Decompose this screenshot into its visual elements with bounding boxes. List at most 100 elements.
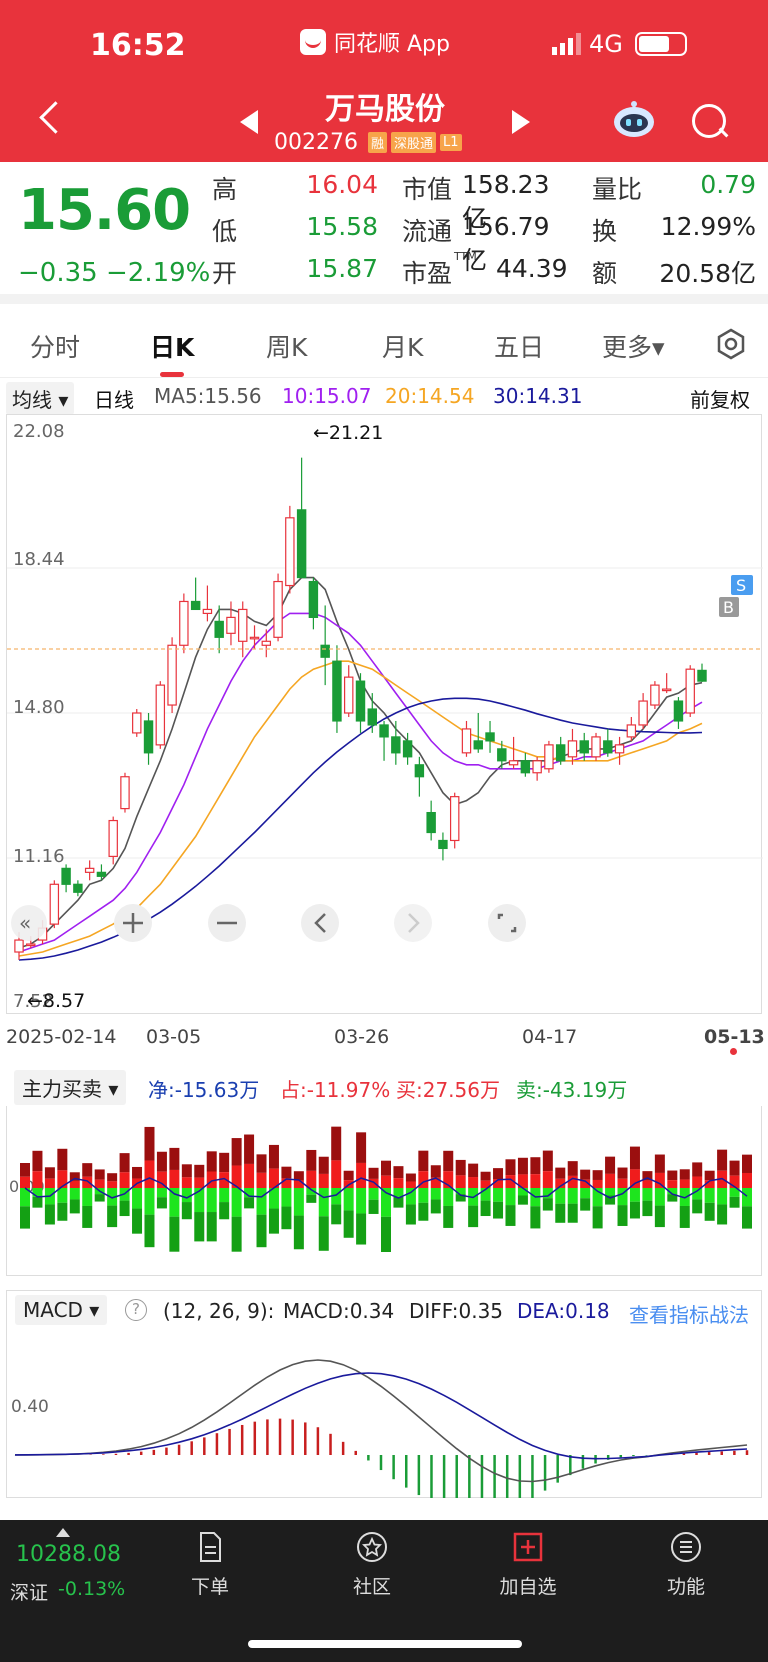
flow-sell (20, 1188, 30, 1207)
flow-buy (617, 1178, 628, 1188)
flow-bar (493, 1168, 504, 1219)
community-button[interactable]: 社区 (322, 1530, 422, 1620)
flow-big-sell (318, 1216, 329, 1251)
flow-sell (654, 1188, 665, 1206)
flow-bar (119, 1153, 130, 1217)
flow-big-sell (132, 1208, 143, 1234)
candle-body (449, 796, 460, 842)
flow-sell (268, 1188, 279, 1209)
prev-stock-button[interactable] (240, 110, 258, 134)
flow-buy (405, 1181, 416, 1188)
candle-body (61, 867, 71, 885)
help-icon[interactable]: ? (125, 1299, 147, 1321)
order-button[interactable]: 下单 (160, 1530, 260, 1620)
flow-big-sell (32, 1196, 43, 1208)
home-indicator (248, 1640, 522, 1648)
tab-more[interactable]: 更多▾ (602, 333, 665, 362)
flow-big-buy (356, 1132, 367, 1163)
flow-big-buy (57, 1148, 68, 1171)
tab-weekly-k[interactable]: 周K (266, 333, 308, 362)
flow-big-buy (405, 1173, 416, 1182)
indicator-strategy-link[interactable]: 查看指标战法 (629, 1303, 749, 1327)
flow-sell (617, 1188, 628, 1206)
candle (214, 605, 224, 654)
scroll-right-button[interactable] (394, 904, 432, 942)
robot-assistant-icon[interactable] (612, 100, 656, 140)
diff-value: DIFF:0.35 (409, 1299, 504, 1323)
flow-big-buy (717, 1149, 728, 1171)
candle (414, 756, 425, 797)
flow-big-buy (629, 1146, 640, 1170)
flow-sell (405, 1188, 416, 1205)
add-watchlist-button[interactable]: 加自选 (478, 1530, 578, 1620)
flow-big-sell (144, 1214, 155, 1248)
flow-big-sell (331, 1204, 342, 1225)
candle-body (96, 871, 107, 877)
flow-big-buy (555, 1167, 566, 1179)
candle (355, 673, 366, 733)
tab-intraday[interactable]: 分时 (30, 333, 81, 362)
tab-five-day[interactable]: 五日 (494, 333, 545, 362)
flow-bar (156, 1151, 167, 1209)
period-tabs: 分时 日K 周K 月K 五日 更多▾ (0, 306, 768, 378)
dea-value: DEA:0.18 (517, 1299, 610, 1323)
mcap-label: 市值 (402, 175, 453, 204)
zoom-out-button[interactable] (208, 904, 246, 942)
candle (285, 505, 295, 594)
back-button[interactable] (34, 100, 64, 136)
flow-bar (443, 1150, 454, 1228)
tab-monthly-k[interactable]: 月K (382, 333, 424, 362)
tag-level: L1 (440, 134, 462, 151)
macd-selector[interactable]: MACD ▾ (15, 1295, 108, 1325)
zoom-in-button[interactable] (114, 904, 152, 942)
flow-big-sell (605, 1195, 616, 1205)
candle (650, 681, 660, 710)
search-button[interactable] (690, 102, 730, 142)
candle-body (238, 608, 248, 642)
flow-bar (505, 1159, 516, 1226)
flow-buy (580, 1179, 591, 1188)
indicator-selector[interactable]: 均线 ▾ (6, 382, 75, 415)
flow-buy (368, 1178, 379, 1188)
candle (685, 665, 695, 717)
fullscreen-button[interactable] (488, 904, 526, 942)
candle-body (379, 724, 389, 738)
flow-buy (530, 1174, 541, 1188)
flow-sell (343, 1188, 354, 1211)
flow-bar (455, 1159, 466, 1202)
flow-bar (480, 1171, 491, 1217)
tab-daily-k[interactable]: 日K (150, 333, 195, 362)
flow-buy (244, 1163, 255, 1188)
flow-buy (567, 1175, 578, 1188)
flow-big-buy (206, 1151, 217, 1172)
kline-chart[interactable]: 22.08 18.44 14.80 11.16 7.52 ←21.21 ←8.5… (6, 414, 763, 1014)
flow-buy (318, 1173, 329, 1188)
flow-share: 占:-11.97% (280, 1078, 391, 1102)
functions-button[interactable]: 功能 (636, 1530, 736, 1620)
sell-marker: S (731, 575, 753, 595)
status-app: 同花顺 App (300, 26, 450, 58)
candle (344, 665, 354, 717)
index-value[interactable]: 10288.08 (16, 1542, 121, 1567)
amount-value: 20.58亿 (659, 259, 756, 288)
add-plus-icon (513, 1532, 543, 1562)
flow-big-sell (119, 1200, 130, 1217)
date-label-2: 03-05 (146, 1026, 202, 1048)
flow-buy (268, 1168, 279, 1188)
battery-icon (634, 32, 687, 56)
candle-body (202, 608, 213, 615)
flow-big-sell (393, 1196, 404, 1208)
next-stock-button[interactable] (512, 110, 530, 134)
flow-indicator-selector[interactable]: 主力买卖 ▾ (14, 1070, 127, 1105)
chart-settings-icon[interactable] (715, 328, 747, 360)
flow-big-sell (542, 1198, 553, 1211)
flow-bar (654, 1154, 665, 1228)
flow-sell (156, 1188, 167, 1198)
candle-body (249, 636, 260, 640)
flow-buy (194, 1177, 205, 1188)
collapse-button[interactable]: « (11, 905, 47, 941)
flow-big-buy (418, 1150, 429, 1172)
adjust-mode-button[interactable]: 前复权 (690, 388, 750, 412)
flow-bar (605, 1156, 616, 1205)
scroll-left-button[interactable] (301, 904, 339, 942)
